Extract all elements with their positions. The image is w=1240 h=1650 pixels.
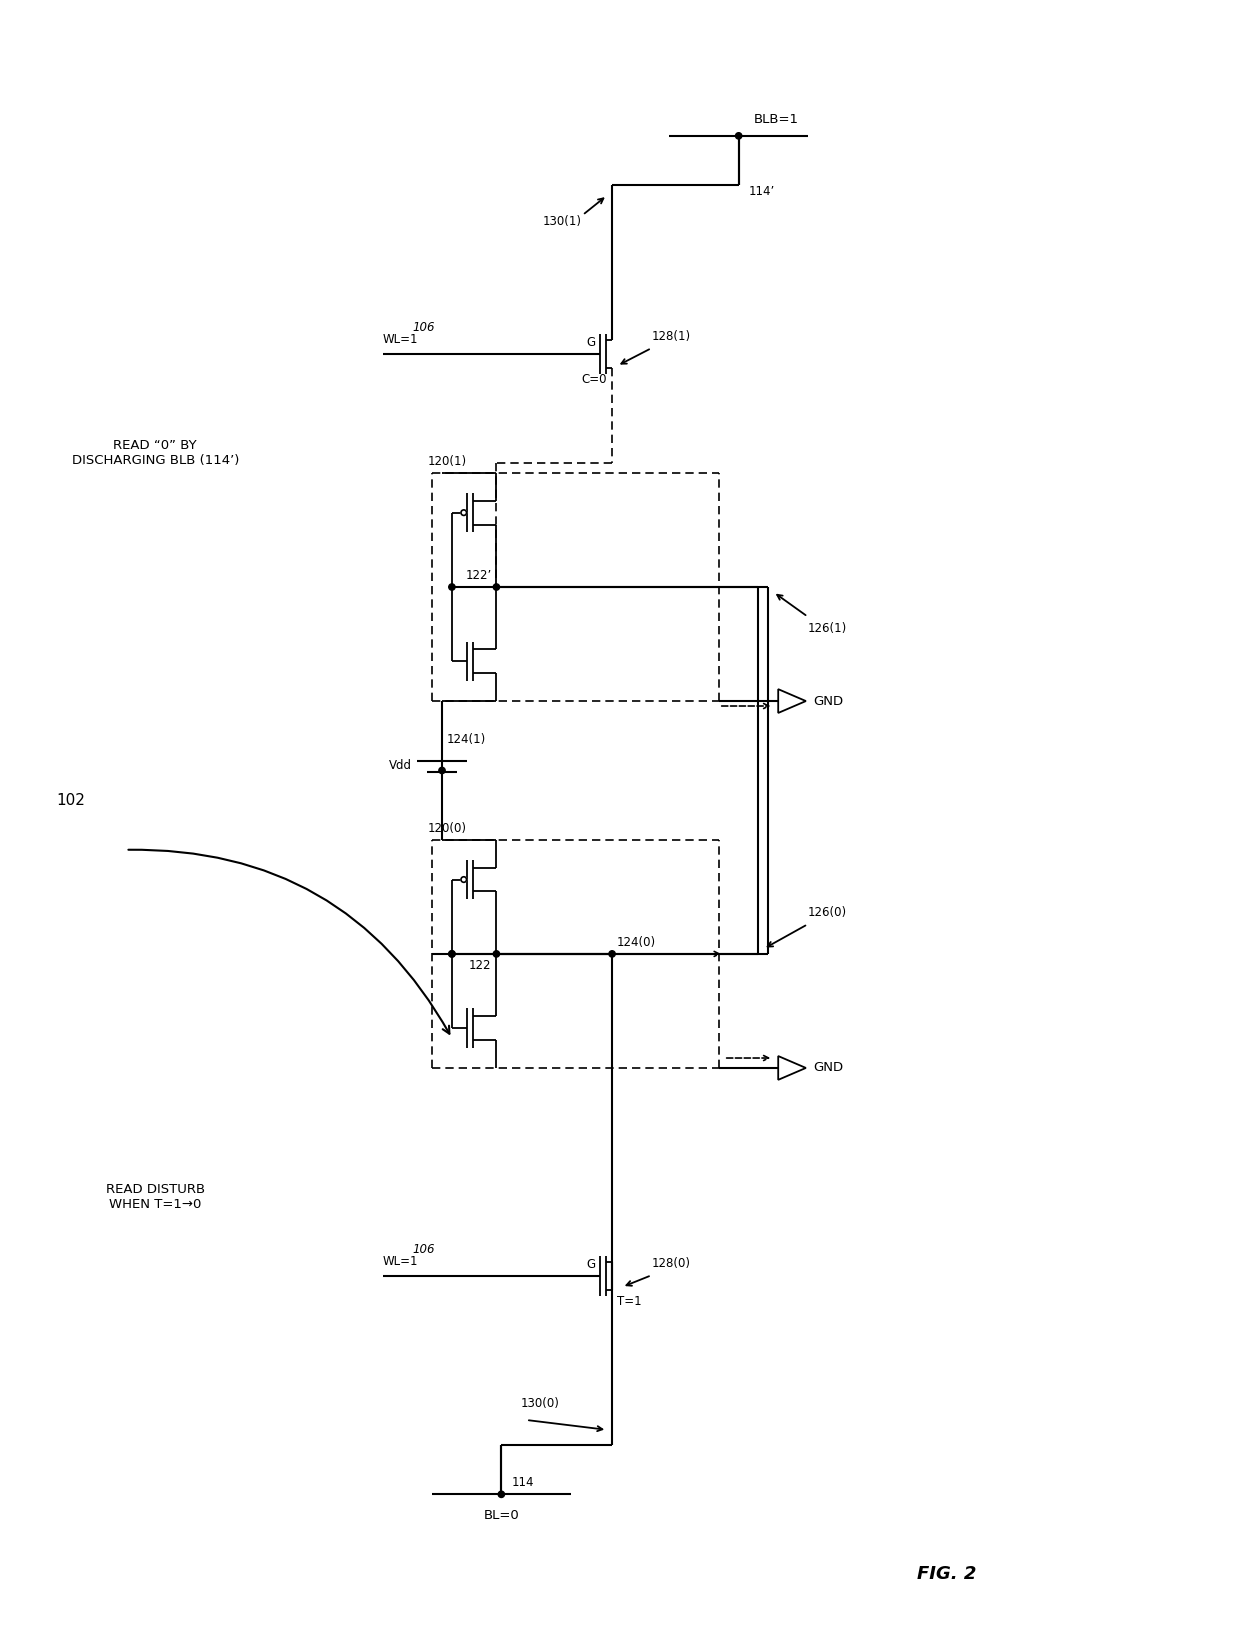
Text: 106: 106 xyxy=(413,1244,435,1256)
Text: Vdd: Vdd xyxy=(389,759,413,772)
Text: 126(1): 126(1) xyxy=(808,622,847,635)
Text: 120(0): 120(0) xyxy=(428,822,466,835)
Circle shape xyxy=(494,950,500,957)
Text: 106: 106 xyxy=(413,322,435,335)
Text: 128(1): 128(1) xyxy=(652,330,691,343)
Text: 128(0): 128(0) xyxy=(652,1257,691,1270)
Text: GND: GND xyxy=(812,1061,843,1074)
Circle shape xyxy=(439,767,445,774)
Text: T=1: T=1 xyxy=(618,1295,641,1308)
Circle shape xyxy=(735,132,742,139)
Text: 122’: 122’ xyxy=(465,569,491,582)
Text: 124(1): 124(1) xyxy=(446,733,486,746)
Circle shape xyxy=(449,950,455,957)
Circle shape xyxy=(449,584,455,591)
Text: 120(1): 120(1) xyxy=(428,455,466,469)
Text: 114’: 114’ xyxy=(749,185,775,198)
Text: G: G xyxy=(587,337,595,350)
Text: READ DISTURB
WHEN T=1→0: READ DISTURB WHEN T=1→0 xyxy=(105,1183,205,1211)
Circle shape xyxy=(609,950,615,957)
Text: 114: 114 xyxy=(511,1477,533,1490)
Circle shape xyxy=(494,584,500,591)
Text: 130(1): 130(1) xyxy=(543,214,582,228)
Circle shape xyxy=(461,876,466,883)
Text: 122: 122 xyxy=(469,959,491,972)
Text: 124(0): 124(0) xyxy=(618,936,656,949)
Text: 102: 102 xyxy=(56,792,86,808)
Text: READ “0” BY
DISCHARGING BLB (114’): READ “0” BY DISCHARGING BLB (114’) xyxy=(72,439,239,467)
Text: 130(0): 130(0) xyxy=(521,1398,560,1411)
Text: BLB=1: BLB=1 xyxy=(754,112,799,125)
Text: C=0: C=0 xyxy=(582,373,608,386)
Circle shape xyxy=(461,510,466,515)
Circle shape xyxy=(449,950,455,957)
Text: GND: GND xyxy=(812,695,843,708)
Text: 126(0): 126(0) xyxy=(808,906,847,919)
Text: WL=1: WL=1 xyxy=(383,1256,418,1269)
Text: G: G xyxy=(587,1259,595,1270)
Text: FIG. 2: FIG. 2 xyxy=(916,1564,976,1582)
Text: WL=1: WL=1 xyxy=(383,333,418,346)
Text: BL=0: BL=0 xyxy=(484,1510,520,1523)
Circle shape xyxy=(498,1492,505,1498)
